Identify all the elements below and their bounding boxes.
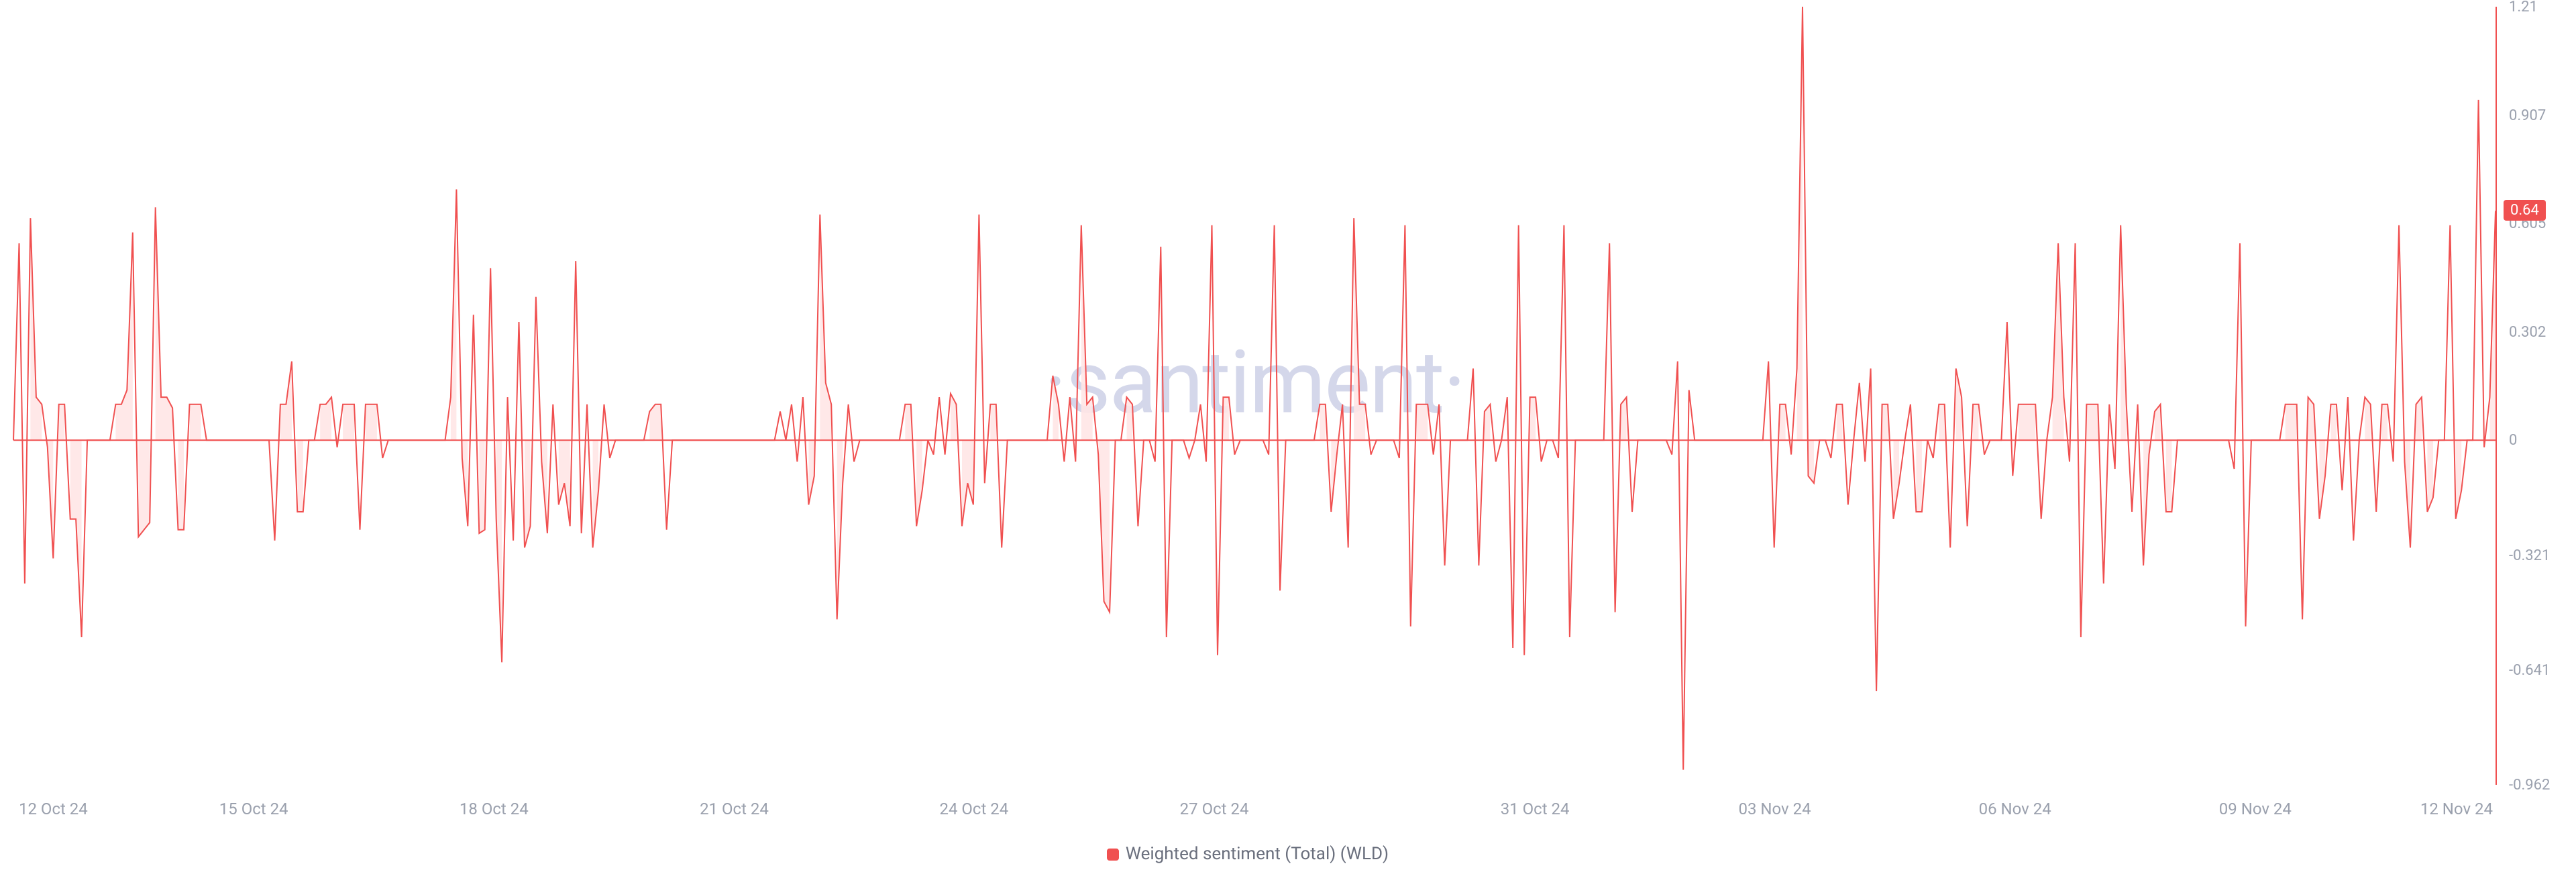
x-tick-label: 06 Nov 24 xyxy=(1979,800,2051,818)
chart-legend: Weighted sentiment (Total) (WLD) xyxy=(0,844,2496,864)
y-tick-label: 0.302 xyxy=(2509,324,2546,341)
x-tick-label: 09 Nov 24 xyxy=(2219,800,2292,818)
y-tick-label: -0.321 xyxy=(2509,547,2550,564)
y-tick-label: 0 xyxy=(2509,432,2517,449)
x-tick-label: 27 Oct 24 xyxy=(1180,800,1249,818)
x-tick-label: 12 Oct 24 xyxy=(19,800,88,818)
x-tick-label: 31 Oct 24 xyxy=(1501,800,1570,818)
current-value-badge: 0.64 xyxy=(2504,200,2546,221)
x-tick-label: 15 Oct 24 xyxy=(219,800,288,818)
x-tick-label: 03 Nov 24 xyxy=(1738,800,1811,818)
chart-svg xyxy=(0,0,2576,872)
x-tick-label: 21 Oct 24 xyxy=(700,800,769,818)
legend-swatch xyxy=(1107,849,1119,861)
x-tick-label: 24 Oct 24 xyxy=(939,800,1008,818)
sentiment-chart: ·santiment· 1.210.9070.6050.3020-0.321-0… xyxy=(0,0,2576,872)
legend-label: Weighted sentiment (Total) (WLD) xyxy=(1126,844,1389,864)
x-tick-label: 18 Oct 24 xyxy=(460,800,529,818)
x-tick-label: 12 Nov 24 xyxy=(2420,800,2493,818)
y-tick-label: -0.962 xyxy=(2509,777,2550,794)
y-tick-label: 1.21 xyxy=(2509,0,2538,15)
y-tick-label: 0.907 xyxy=(2509,107,2546,124)
y-tick-label: -0.641 xyxy=(2509,662,2550,679)
